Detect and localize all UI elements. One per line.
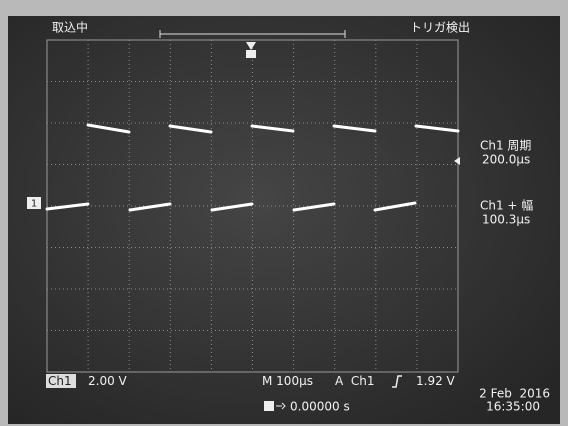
scope-photo: 1 取込中 トリガ検出 Ch1 周期 200.0µs Ch1 + 幅 100.3… (0, 0, 568, 426)
measurement-label: Ch1 + 幅 (480, 198, 533, 213)
trigger-status: トリガ検出 (410, 21, 470, 35)
footer-channel: Ch1 (48, 374, 72, 388)
time: 16:35:00 (486, 400, 540, 414)
measurement-label: Ch1 周期 (480, 139, 531, 153)
volts-per-div: 2.00 V (88, 374, 128, 388)
trigger-level: 1.92 V (416, 374, 456, 388)
page: 1 取込中 トリガ検出 Ch1 周期 200.0µs Ch1 + 幅 100.3… (0, 0, 568, 426)
screen (8, 16, 560, 424)
measurement-value: 100.3µs (482, 213, 530, 227)
trigger-source: A Ch1 (335, 374, 374, 388)
position: 0.00000 s (290, 400, 350, 414)
channel-marker: 1 (31, 199, 37, 210)
date: 2 Feb 2016 (479, 387, 550, 401)
status: 取込中 (52, 20, 88, 35)
position-icon (264, 401, 274, 411)
measurement-value: 200.0µs (482, 153, 530, 167)
timebase: M 100µs (262, 374, 313, 388)
